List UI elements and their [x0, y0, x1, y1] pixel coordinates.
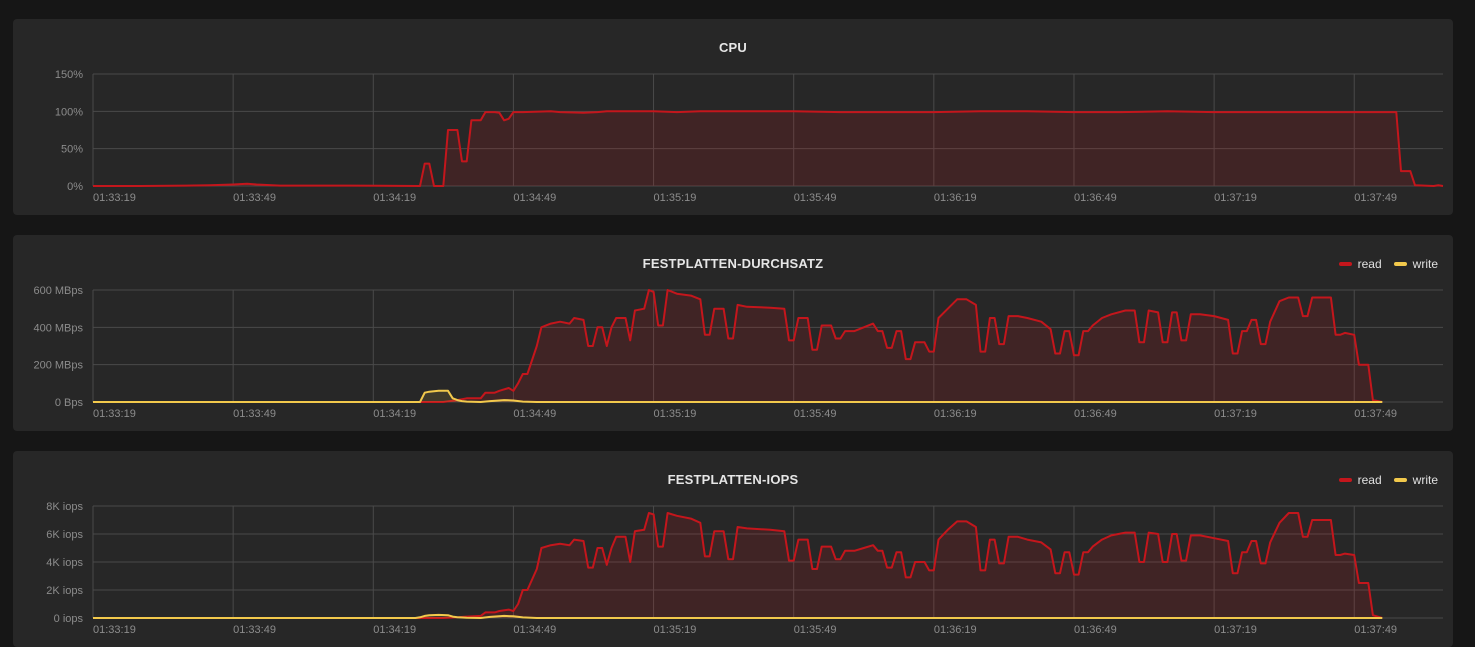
legend-swatch-read [1338, 478, 1352, 482]
legend-item-write[interactable]: write [1393, 473, 1438, 487]
series-area-read [93, 290, 1383, 402]
x-tick-label: 01:36:49 [1074, 192, 1117, 204]
cpu-chart: 150% 100% 50% 0% 01:33:19 01:33:49 01:34:19 01:… [55, 69, 1444, 204]
legend-swatch-write [1393, 478, 1407, 482]
legend: read write [1338, 473, 1438, 487]
disk-throughput-panel: FESTPLATTEN-DURCHSATZ read write 600 MBp… [13, 235, 1453, 431]
y-tick-label: 100% [55, 106, 83, 118]
x-tick-label: 01:34:49 [513, 408, 556, 420]
x-tick-label: 01:36:19 [934, 624, 977, 636]
series-area-read [93, 513, 1383, 618]
legend-item-read[interactable]: read [1338, 257, 1382, 271]
x-tick-label: 01:37:49 [1354, 192, 1397, 204]
series-line-cpu [93, 110, 1444, 187]
y-tick-label: 200 MBps [33, 360, 83, 372]
y-tick-label: 0 iops [54, 613, 84, 625]
x-tick-label: 01:37:19 [1214, 624, 1257, 636]
cpu-panel: CPU 150% 100% 50% 0% 01:33:19 01:33:49 01:34:1… [13, 19, 1453, 215]
x-tick-label: 01:34:19 [373, 624, 416, 636]
x-tick-label: 01:33:19 [93, 192, 136, 204]
y-tick-label: 8K iops [46, 501, 83, 513]
x-tick-label: 01:36:49 [1074, 408, 1117, 420]
series-line-write [93, 389, 1383, 403]
x-tick-label: 01:35:19 [654, 192, 697, 204]
series-line-read [93, 289, 1383, 403]
y-tick-label: 2K iops [46, 585, 83, 597]
x-tick-label: 01:33:49 [233, 408, 276, 420]
panel-title: FESTPLATTEN-IOPS [667, 472, 799, 487]
x-tick-label: 01:35:19 [654, 624, 697, 636]
legend-item-write[interactable]: write [1393, 257, 1438, 271]
x-tick-label: 01:36:19 [934, 192, 977, 204]
legend-label-write: write [1412, 257, 1438, 271]
y-tick-label: 0% [67, 181, 83, 193]
x-tick-label: 01:33:49 [233, 192, 276, 204]
x-tick-label: 01:34:49 [513, 192, 556, 204]
disk-throughput-chart: 600 MBps 400 MBps 200 MBps 0 Bps 01:33:19 01:… [33, 285, 1443, 420]
x-tick-label: 01:35:49 [794, 624, 837, 636]
x-tick-label: 01:34:19 [373, 408, 416, 420]
x-tick-label: 01:37:19 [1214, 192, 1257, 204]
legend-label-read: read [1357, 473, 1382, 487]
series-area-cpu [93, 111, 1443, 186]
series-line-write [93, 613, 1383, 619]
x-tick-label: 01:33:19 [93, 408, 136, 420]
x-tick-label: 01:33:49 [233, 624, 276, 636]
x-tick-label: 01:37:49 [1354, 624, 1397, 636]
y-tick-label: 4K iops [46, 557, 83, 569]
x-tick-label: 01:35:49 [794, 408, 837, 420]
panel-title: FESTPLATTEN-DURCHSATZ [642, 256, 824, 271]
y-tick-label: 0 Bps [55, 397, 84, 409]
legend-label-write: write [1412, 473, 1438, 487]
x-tick-label: 01:37:49 [1354, 408, 1397, 420]
x-tick-label: 01:34:19 [373, 192, 416, 204]
legend-label-read: read [1357, 257, 1382, 271]
x-tick-label: 01:34:49 [513, 624, 556, 636]
y-tick-label: 50% [61, 144, 83, 156]
x-tick-label: 01:36:19 [934, 408, 977, 420]
legend-swatch-write [1393, 262, 1407, 266]
x-tick-label: 01:37:19 [1214, 408, 1257, 420]
y-tick-label: 150% [55, 69, 83, 81]
legend: read write [1338, 257, 1438, 271]
legend-item-read[interactable]: read [1338, 473, 1382, 487]
legend-swatch-read [1338, 262, 1352, 266]
y-tick-label: 600 MBps [33, 285, 83, 297]
disk-iops-panel: FESTPLATTEN-IOPS read write 8K iops 6K io… [13, 451, 1453, 647]
x-tick-label: 01:35:49 [794, 192, 837, 204]
x-tick-label: 01:36:49 [1074, 624, 1117, 636]
disk-iops-chart: 8K iops 6K iops 4K iops 2K iops 0 iops 01:33:… [46, 501, 1443, 636]
panel-title: CPU [718, 40, 748, 55]
x-tick-label: 01:35:19 [654, 408, 697, 420]
series-line-read [93, 512, 1383, 619]
y-tick-label: 6K iops [46, 529, 83, 541]
x-tick-label: 01:33:19 [93, 624, 136, 636]
y-tick-label: 400 MBps [33, 322, 83, 334]
